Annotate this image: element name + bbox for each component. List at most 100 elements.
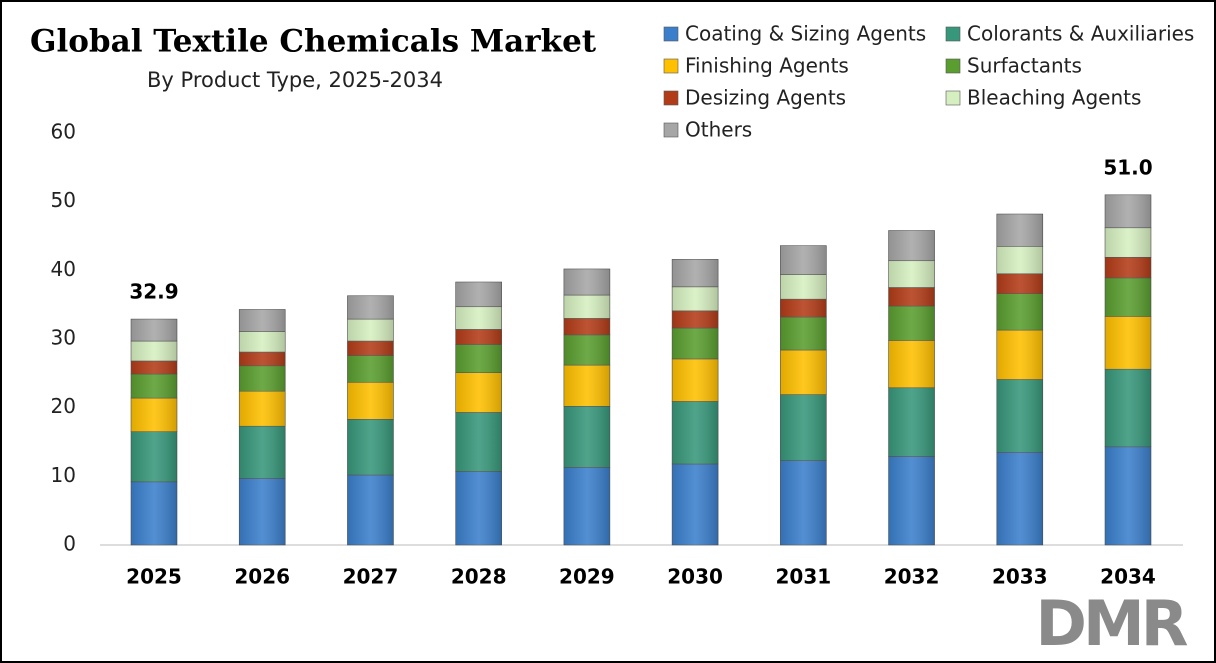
- y-tick-label: 20: [51, 394, 76, 418]
- y-tick-label: 60: [51, 120, 76, 144]
- bar-shade: [131, 481, 177, 545]
- x-tick-label: 2029: [559, 565, 615, 589]
- y-tick-label: 30: [51, 326, 76, 350]
- bar-shade: [672, 401, 719, 464]
- bar-shade: [131, 360, 177, 375]
- bar-shade: [563, 467, 610, 545]
- y-tick-label: 0: [63, 532, 76, 556]
- legend-swatch: [663, 58, 679, 74]
- y-tick-label: 40: [51, 257, 76, 281]
- legend-label: Coating & Sizing Agents: [685, 22, 926, 46]
- x-tick-label: 2026: [234, 565, 290, 589]
- bar-shade: [239, 331, 286, 353]
- bar-shade: [888, 456, 935, 545]
- bar-shade: [347, 355, 394, 383]
- bar-shade: [1105, 227, 1151, 258]
- bar-shade: [888, 340, 935, 388]
- logo: DMR: [1036, 587, 1188, 660]
- y-tick-label: 50: [51, 188, 76, 212]
- bar-shade: [672, 310, 719, 329]
- bar-shade: [996, 273, 1043, 294]
- x-tick-label: 2028: [451, 565, 507, 589]
- bar-shade: [455, 372, 502, 413]
- bar-shade: [131, 431, 177, 482]
- bar-shade: [347, 341, 394, 356]
- bar-shade: [996, 246, 1043, 274]
- bar-shade: [563, 295, 610, 319]
- bar-shade: [996, 214, 1043, 247]
- legend-label: Desizing Agents: [685, 86, 846, 110]
- bar-shade: [239, 352, 286, 366]
- bar-shade: [239, 309, 286, 332]
- legend-label: Surfactants: [967, 54, 1082, 78]
- bar-shade: [239, 365, 286, 392]
- bar-shade: [1105, 257, 1151, 278]
- x-tick-label: 2032: [884, 565, 940, 589]
- legend-swatch: [663, 26, 679, 42]
- bar-shade: [563, 365, 610, 407]
- bar-shade: [131, 398, 177, 432]
- bar-shade: [347, 382, 394, 420]
- bar-shade: [455, 306, 502, 330]
- x-tick-label: 2033: [992, 565, 1048, 589]
- bar-shade: [780, 317, 827, 350]
- bar-shade: [131, 319, 177, 342]
- bar-shade: [347, 295, 394, 320]
- x-tick-label: 2034: [1100, 565, 1156, 589]
- bar-shade: [1105, 277, 1151, 317]
- bar-shade: [1105, 446, 1151, 545]
- bar-shade: [780, 460, 827, 545]
- total-label: 32.9: [129, 280, 178, 304]
- bar-shade: [1105, 316, 1151, 370]
- bar-shade: [780, 394, 827, 461]
- bar-shade: [672, 286, 719, 311]
- legend-label: Bleaching Agents: [967, 86, 1141, 110]
- legend-label: Finishing Agents: [685, 54, 849, 78]
- bar-shade: [131, 374, 177, 399]
- bar-shade: [780, 349, 827, 395]
- bar-shade: [888, 287, 935, 307]
- bar-shade: [563, 268, 610, 296]
- bar-shade: [563, 318, 610, 335]
- y-tick-label: 10: [51, 463, 76, 487]
- bar-shade: [239, 426, 286, 479]
- bar-shade: [672, 259, 719, 287]
- total-label: 51.0: [1103, 155, 1152, 179]
- legend-swatch: [945, 58, 961, 74]
- bar-shade: [455, 282, 502, 307]
- legend-swatch: [663, 122, 679, 138]
- bar-shade: [996, 330, 1043, 380]
- bar-shade: [455, 329, 502, 345]
- bar-shade: [131, 341, 177, 361]
- legend-label: Colorants & Auxiliaries: [967, 22, 1194, 46]
- bar-shade: [996, 452, 1043, 545]
- x-tick-label: 2031: [775, 565, 831, 589]
- bar-shade: [455, 412, 502, 472]
- bar-shade: [455, 344, 502, 373]
- chart-title: Global Textile Chemicals Market: [30, 24, 597, 60]
- bar-shade: [672, 463, 719, 545]
- bar-shade: [996, 293, 1043, 331]
- bar-shade: [563, 334, 610, 366]
- bar-shade: [1105, 369, 1151, 447]
- bar-shade: [888, 260, 935, 288]
- legend-swatch: [663, 90, 679, 106]
- bar-shade: [780, 299, 827, 318]
- bar-shade: [672, 358, 719, 402]
- bar-shade: [239, 391, 286, 427]
- bar-shade: [996, 379, 1043, 453]
- bar-shade: [239, 478, 286, 545]
- bar-shade: [563, 406, 610, 468]
- x-tick-label: 2025: [126, 565, 182, 589]
- bar-shade: [780, 245, 827, 275]
- bar-shade: [888, 230, 935, 261]
- bar-shade: [672, 328, 719, 359]
- bar-shade: [347, 419, 394, 475]
- bar-shade: [347, 319, 394, 342]
- bar-shade: [888, 387, 935, 457]
- chart-subtitle: By Product Type, 2025-2034: [147, 68, 443, 92]
- legend-label: Others: [685, 118, 752, 142]
- bar-shade: [780, 274, 827, 300]
